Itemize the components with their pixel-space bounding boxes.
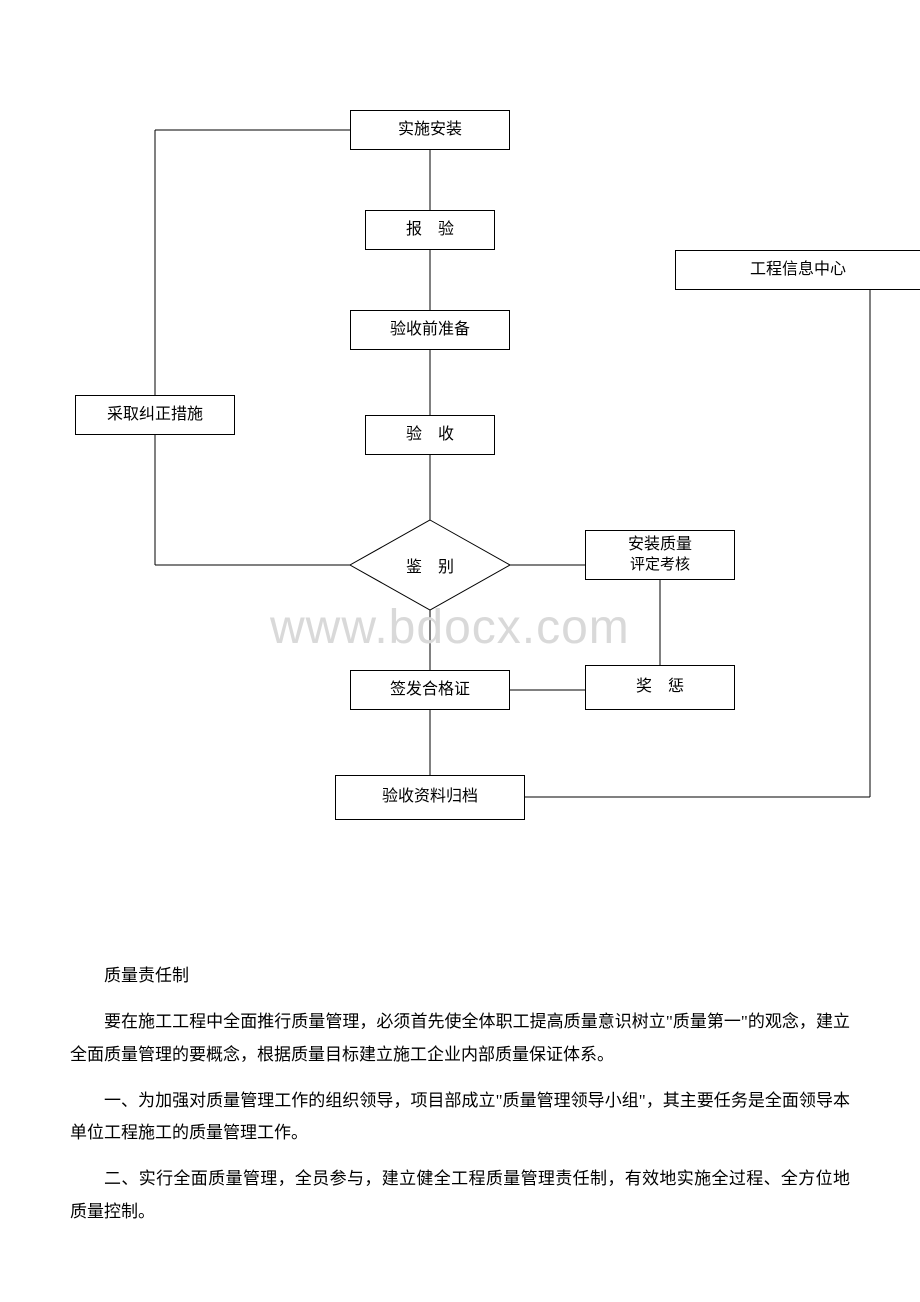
node-quality-eval: 安装质量 评定考核	[585, 530, 735, 580]
section-title: 质量责任制	[70, 960, 850, 992]
node-info-center: 工程信息中心	[675, 250, 920, 290]
node-issue-cert: 签发合格证	[350, 670, 510, 710]
text-section: 质量责任制 要在施工工程中全面推行质量管理，必须首先使全体职工提高质量意识树立"…	[0, 960, 920, 1228]
node-label: 签发合格证	[390, 680, 470, 701]
node-label: 鉴 别	[406, 553, 454, 577]
node-accept: 验 收	[365, 415, 495, 455]
node-label: 工程信息中心	[750, 260, 846, 281]
node-archive: 验收资料归档	[335, 775, 525, 820]
node-label: 报 验	[406, 220, 454, 241]
node-label: 安装质量	[628, 535, 692, 556]
node-install: 实施安装	[350, 110, 510, 150]
node-label: 验收资料归档	[382, 787, 478, 808]
flowchart-container: 实施安装 报 验 工程信息中心 验收前准备 采取纠正措施 验 收 鉴 别 安装质…	[0, 0, 920, 860]
node-report: 报 验	[365, 210, 495, 250]
node-pre-accept: 验收前准备	[350, 310, 510, 350]
paragraph-2: 一、为加强对质量管理工作的组织领导，项目部成立"质量管理领导小组"，其主要任务是…	[70, 1085, 850, 1150]
node-label: 奖 惩	[636, 677, 684, 698]
node-label: 实施安装	[398, 120, 462, 141]
paragraph-1: 要在施工工程中全面推行质量管理，必须首先使全体职工提高质量意识树立"质量第一"的…	[70, 1006, 850, 1071]
node-reward: 奖 惩	[585, 665, 735, 710]
node-sublabel: 评定考核	[630, 556, 690, 576]
node-decide: 鉴 别	[350, 520, 510, 610]
node-label: 验收前准备	[390, 320, 470, 341]
node-label: 验 收	[406, 425, 454, 446]
paragraph-3: 二、实行全面质量管理，全员参与，建立健全工程质量管理责任制，有效地实施全过程、全…	[70, 1163, 850, 1228]
node-corrective: 采取纠正措施	[75, 395, 235, 435]
node-label: 采取纠正措施	[107, 405, 203, 426]
